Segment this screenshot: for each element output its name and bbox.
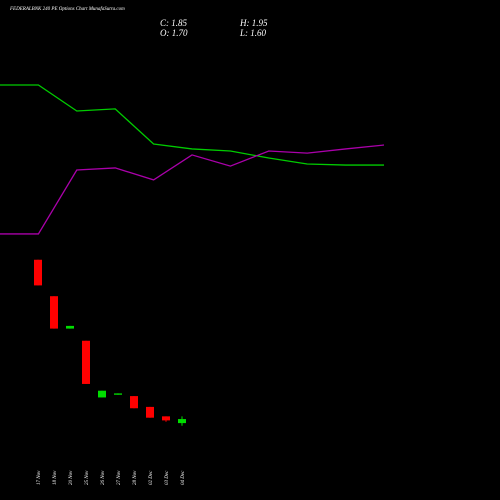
x-tick-label: 04 Dec — [181, 470, 186, 485]
x-tick-label: 18 Nov — [53, 470, 58, 485]
chart-title: FEDERALBNK 240 PE Options Chart MunafaSu… — [9, 7, 125, 12]
x-tick-label: 26 Nov — [101, 470, 106, 485]
x-tick-label: 20 Nov — [69, 470, 74, 485]
open-label: O: 1.70 — [160, 28, 188, 38]
line-series — [0, 84, 384, 166]
candle-body — [50, 296, 58, 329]
candle-body — [146, 406, 154, 418]
candle-body — [82, 340, 90, 384]
x-tick-label: 27 Nov — [117, 470, 122, 485]
candle-body — [114, 393, 122, 395]
x-tick-label: 03 Dec — [165, 470, 170, 485]
candle-body — [98, 390, 106, 398]
candle-body — [162, 416, 170, 421]
candle-body — [34, 259, 42, 286]
candle-body — [66, 325, 74, 329]
candle-body — [178, 419, 186, 424]
x-tick-label: 25 Nov — [85, 470, 90, 485]
x-tick-label: 28 Nov — [133, 470, 138, 485]
x-tick-label: 17 Nov — [37, 470, 42, 485]
close-label: C: 1.85 — [160, 18, 188, 28]
candle-body — [130, 396, 138, 409]
low-label: L: 1.60 — [239, 28, 267, 38]
high-label: H: 1.95 — [239, 18, 268, 28]
line-series — [0, 144, 385, 235]
x-tick-label: 02 Dec — [149, 470, 154, 485]
